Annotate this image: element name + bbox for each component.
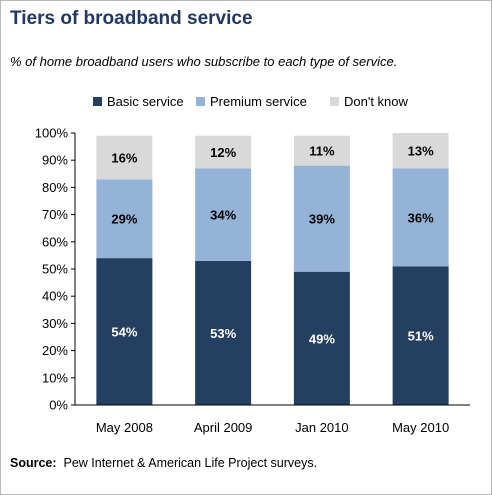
data-label: 12% [210, 145, 236, 160]
y-tick-label: 20% [42, 343, 68, 358]
bar-segment [293, 271, 350, 405]
source-label: Source: [10, 456, 57, 470]
y-tick-label: 60% [42, 234, 68, 249]
bar-segment [96, 258, 153, 405]
bar-segment [293, 135, 350, 166]
bar-segment [392, 133, 449, 169]
bar-segment [96, 135, 153, 180]
bar-segment [195, 168, 252, 261]
y-tick-label: 90% [42, 153, 68, 168]
bar-segment [195, 260, 252, 405]
legend-swatch [93, 97, 102, 106]
y-tick-label: 40% [42, 289, 68, 304]
y-tick-label: 50% [42, 262, 68, 277]
chart-subtitle: % of home broadband users who subscribe … [10, 54, 398, 69]
data-label: 29% [111, 212, 137, 227]
bar-segment [392, 168, 449, 267]
y-tick-label: 0% [49, 398, 68, 413]
x-tick-label: May 2008 [96, 420, 153, 435]
data-label: 11% [309, 144, 335, 159]
data-label: 16% [111, 150, 137, 165]
x-tick-label: Jan 2010 [295, 420, 349, 435]
data-label: 53% [210, 326, 236, 341]
y-tick-label: 80% [42, 180, 68, 195]
legend-swatch [196, 97, 205, 106]
chart-title: Tiers of broadband service [10, 8, 253, 29]
data-label: 39% [309, 212, 335, 227]
data-label: 36% [408, 210, 434, 225]
y-tick-label: 10% [42, 370, 68, 385]
data-label: 51% [408, 329, 434, 344]
legend-label: Premium service [210, 94, 307, 109]
legend-swatch [330, 97, 339, 106]
bar-segment [293, 165, 350, 272]
chart-source: Source: Pew Internet & American Life Pro… [10, 456, 317, 470]
bar-segment [96, 179, 153, 259]
y-tick-label: 100% [35, 126, 69, 141]
bar-segment [392, 266, 449, 405]
source-text: Pew Internet & American Life Project sur… [63, 456, 318, 470]
data-label: 49% [309, 331, 335, 346]
y-tick-label: 30% [42, 316, 68, 331]
legend-label: Don't know [344, 94, 409, 109]
y-tick-label: 70% [42, 207, 68, 222]
data-label: 54% [111, 325, 137, 340]
legend-label: Basic service [107, 94, 184, 109]
x-tick-label: May 2010 [392, 420, 449, 435]
data-label: 13% [408, 144, 434, 159]
bar-segment [195, 135, 252, 169]
x-tick-label: April 2009 [194, 420, 253, 435]
data-label: 34% [210, 208, 236, 223]
